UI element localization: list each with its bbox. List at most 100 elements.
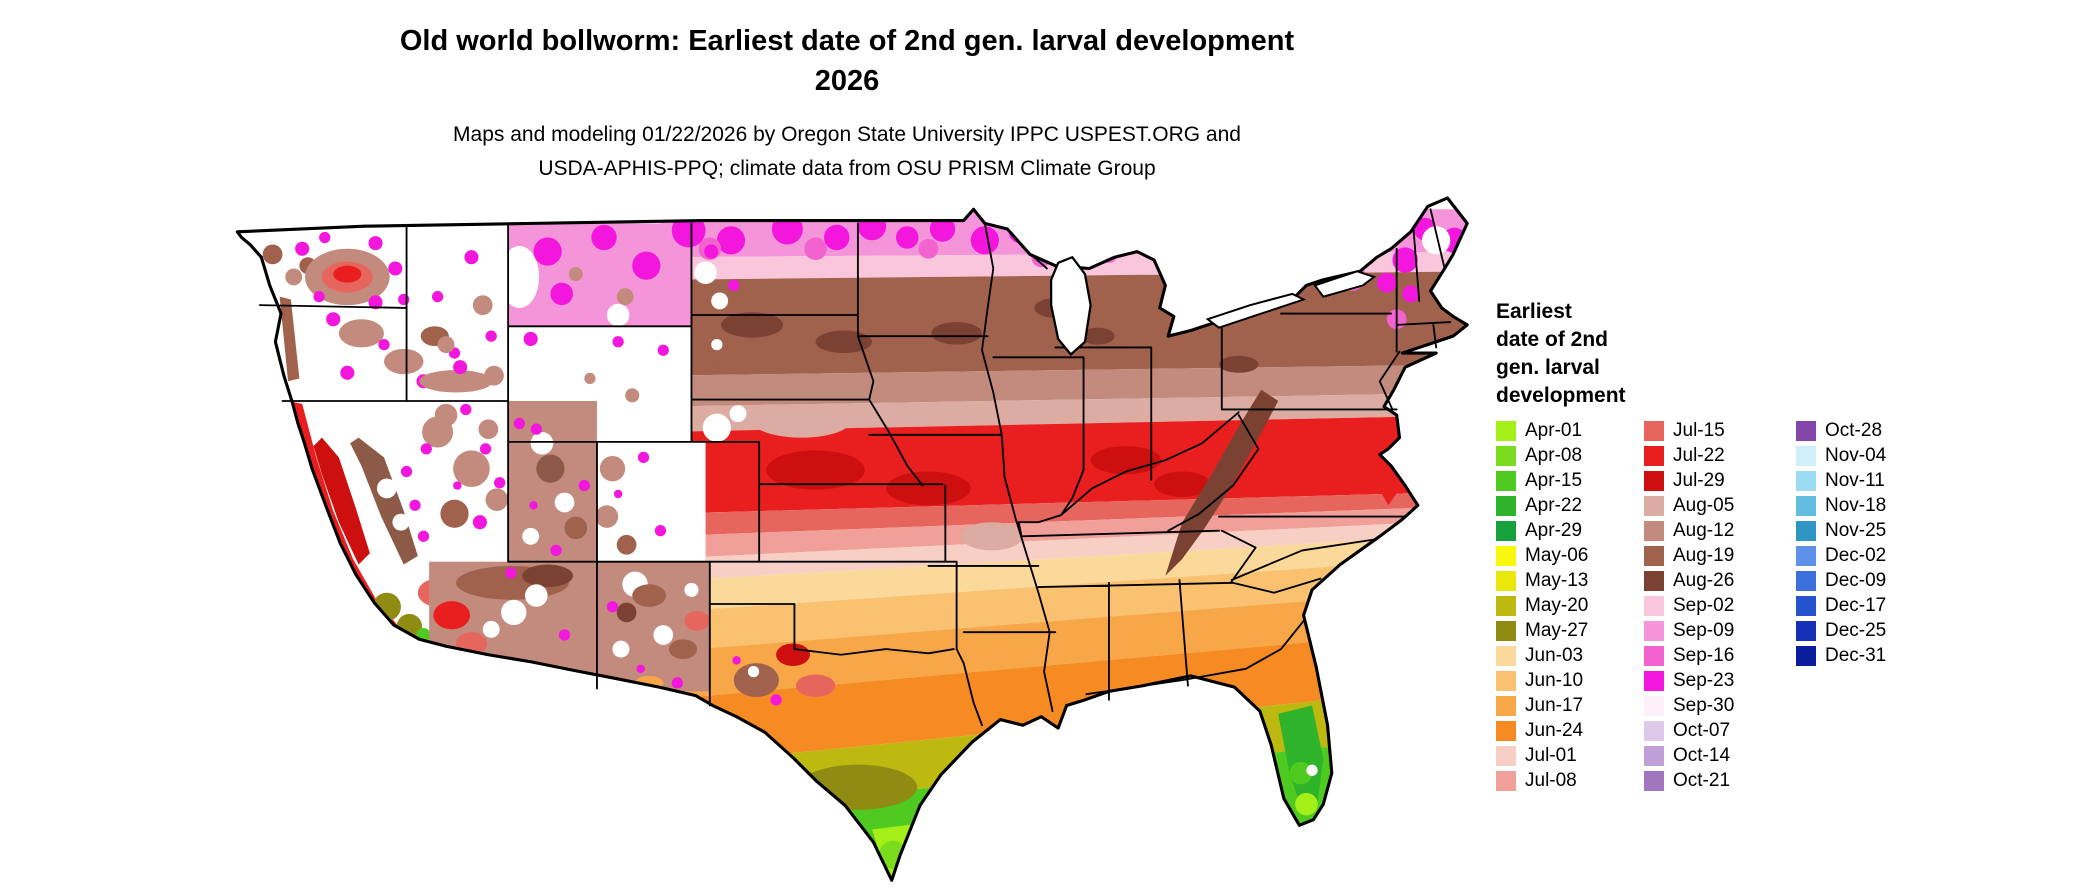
legend-swatch: [1496, 620, 1516, 641]
legend-label: Apr-01: [1525, 419, 1583, 441]
legend-item: May-27: [1496, 618, 1644, 643]
legend-item: Aug-05: [1644, 493, 1796, 518]
legend-item: Jul-29: [1644, 468, 1796, 493]
legend-swatch: [1496, 545, 1516, 566]
legend-item: Dec-09: [1796, 568, 1956, 593]
legend-item: Jul-22: [1644, 443, 1796, 468]
legend-label: Sep-23: [1673, 669, 1735, 691]
legend-label: Jun-17: [1525, 694, 1584, 716]
legend-item: Sep-16: [1644, 643, 1796, 668]
legend-label: Jul-29: [1673, 469, 1725, 491]
legend-swatch: [1796, 470, 1816, 491]
legend-label: Oct-14: [1673, 744, 1731, 766]
legend-item: Jun-17: [1496, 693, 1644, 718]
legend-label: Apr-15: [1525, 469, 1583, 491]
legend-label: Aug-12: [1673, 519, 1735, 541]
legend-item: Apr-08: [1496, 443, 1644, 468]
legend-swatch: [1496, 420, 1516, 441]
legend-label: Dec-02: [1825, 544, 1887, 566]
legend-swatch: [1644, 420, 1664, 441]
legend-item: May-20: [1496, 593, 1644, 618]
legend-item: Aug-12: [1644, 518, 1796, 543]
legend-label: Nov-11: [1825, 469, 1885, 491]
legend-swatch: [1796, 420, 1816, 441]
legend-item: May-06: [1496, 543, 1644, 568]
header: Old world bollworm: Earliest date of 2nd…: [0, 22, 1694, 186]
legend-swatch: [1644, 620, 1664, 641]
legend-item: Jul-08: [1496, 768, 1644, 793]
legend-swatch: [1644, 495, 1664, 516]
legend-item: Apr-15: [1496, 468, 1644, 493]
legend-item: Nov-18: [1796, 493, 1956, 518]
legend-swatch: [1796, 595, 1816, 616]
legend-title: Earliest date of 2nd gen. larval develop…: [1496, 298, 2096, 410]
legend-item: Jun-10: [1496, 668, 1644, 693]
legend-item: Jul-01: [1496, 743, 1644, 768]
legend-swatch: [1644, 445, 1664, 466]
legend-title-line1: Earliest: [1496, 300, 1572, 323]
map-subtitle-line2: USDA-APHIS-PPQ; climate data from OSU PR…: [538, 157, 1156, 180]
legend-item: Sep-30: [1644, 693, 1796, 718]
legend-label: May-20: [1525, 594, 1589, 616]
legend-swatch: [1496, 520, 1516, 541]
legend-swatch: [1496, 570, 1516, 591]
legend-swatch: [1644, 670, 1664, 691]
legend-item: Jul-15: [1644, 418, 1796, 443]
map-title: Old world bollworm: Earliest date of 2nd…: [399, 25, 1295, 57]
legend-item: Oct-21: [1644, 768, 1796, 793]
us-map-svg: [235, 196, 1469, 882]
legend-label: Sep-16: [1673, 644, 1735, 666]
legend-label: Oct-21: [1673, 769, 1731, 791]
legend-item: Jun-03: [1496, 643, 1644, 668]
legend-label: Jun-10: [1525, 669, 1584, 691]
legend-label: Apr-08: [1525, 444, 1583, 466]
legend-label: Dec-25: [1825, 619, 1887, 641]
legend-item: Aug-19: [1644, 543, 1796, 568]
legend-label: May-27: [1525, 619, 1589, 641]
legend-swatch: [1644, 695, 1664, 716]
legend-label: Aug-26: [1673, 569, 1735, 591]
legend-swatch: [1644, 545, 1664, 566]
legend-title-line4: development: [1496, 384, 1626, 407]
legend-label: Dec-09: [1825, 569, 1887, 591]
legend-label: Nov-25: [1825, 519, 1887, 541]
legend-item: Jun-24: [1496, 718, 1644, 743]
legend-swatch: [1496, 645, 1516, 666]
legend-column-1: Apr-01 Apr-08 Apr-15 Apr-22 Apr-29 May-06 May-…: [1496, 418, 1644, 793]
legend-label: Jul-22: [1673, 444, 1725, 466]
legend-item: Aug-26: [1644, 568, 1796, 593]
legend-swatch: [1644, 770, 1664, 791]
legend-item: Sep-02: [1644, 593, 1796, 618]
legend-swatch: [1644, 745, 1664, 766]
legend-item: Apr-22: [1496, 493, 1644, 518]
legend-item: Nov-25: [1796, 518, 1956, 543]
legend-item: Oct-28: [1796, 418, 1956, 443]
legend-label: May-13: [1525, 569, 1589, 591]
us-map: [195, 167, 1549, 892]
legend-swatch: [1496, 595, 1516, 616]
map-title-year: 2026: [814, 65, 880, 97]
legend-swatch: [1644, 570, 1664, 591]
legend-swatch: [1796, 520, 1816, 541]
legend-swatch: [1496, 670, 1516, 691]
legend-label: Jun-03: [1525, 644, 1584, 666]
legend-item: Dec-31: [1796, 643, 1956, 668]
legend-swatch: [1496, 770, 1516, 791]
legend-label: Nov-04: [1825, 444, 1887, 466]
legend-swatch: [1644, 645, 1664, 666]
legend-label: Jul-01: [1525, 744, 1577, 766]
legend-swatch: [1644, 595, 1664, 616]
legend-label: Aug-05: [1673, 494, 1735, 516]
legend-label: Dec-31: [1825, 644, 1887, 666]
legend-column-3: Oct-28 Nov-04 Nov-11 Nov-18 Nov-25 Dec-02 Dec-…: [1796, 418, 1956, 793]
legend-item: Apr-01: [1496, 418, 1644, 443]
legend-swatch: [1796, 495, 1816, 516]
legend-swatch: [1644, 470, 1664, 491]
map-subtitle-line1: Maps and modeling 01/22/2026 by Oregon S…: [453, 123, 1241, 146]
legend-item: Dec-02: [1796, 543, 1956, 568]
legend-label: Jul-15: [1673, 419, 1725, 441]
legend-label: Nov-18: [1825, 494, 1887, 516]
legend-swatch: [1496, 470, 1516, 491]
legend-label: Jul-08: [1525, 769, 1577, 791]
